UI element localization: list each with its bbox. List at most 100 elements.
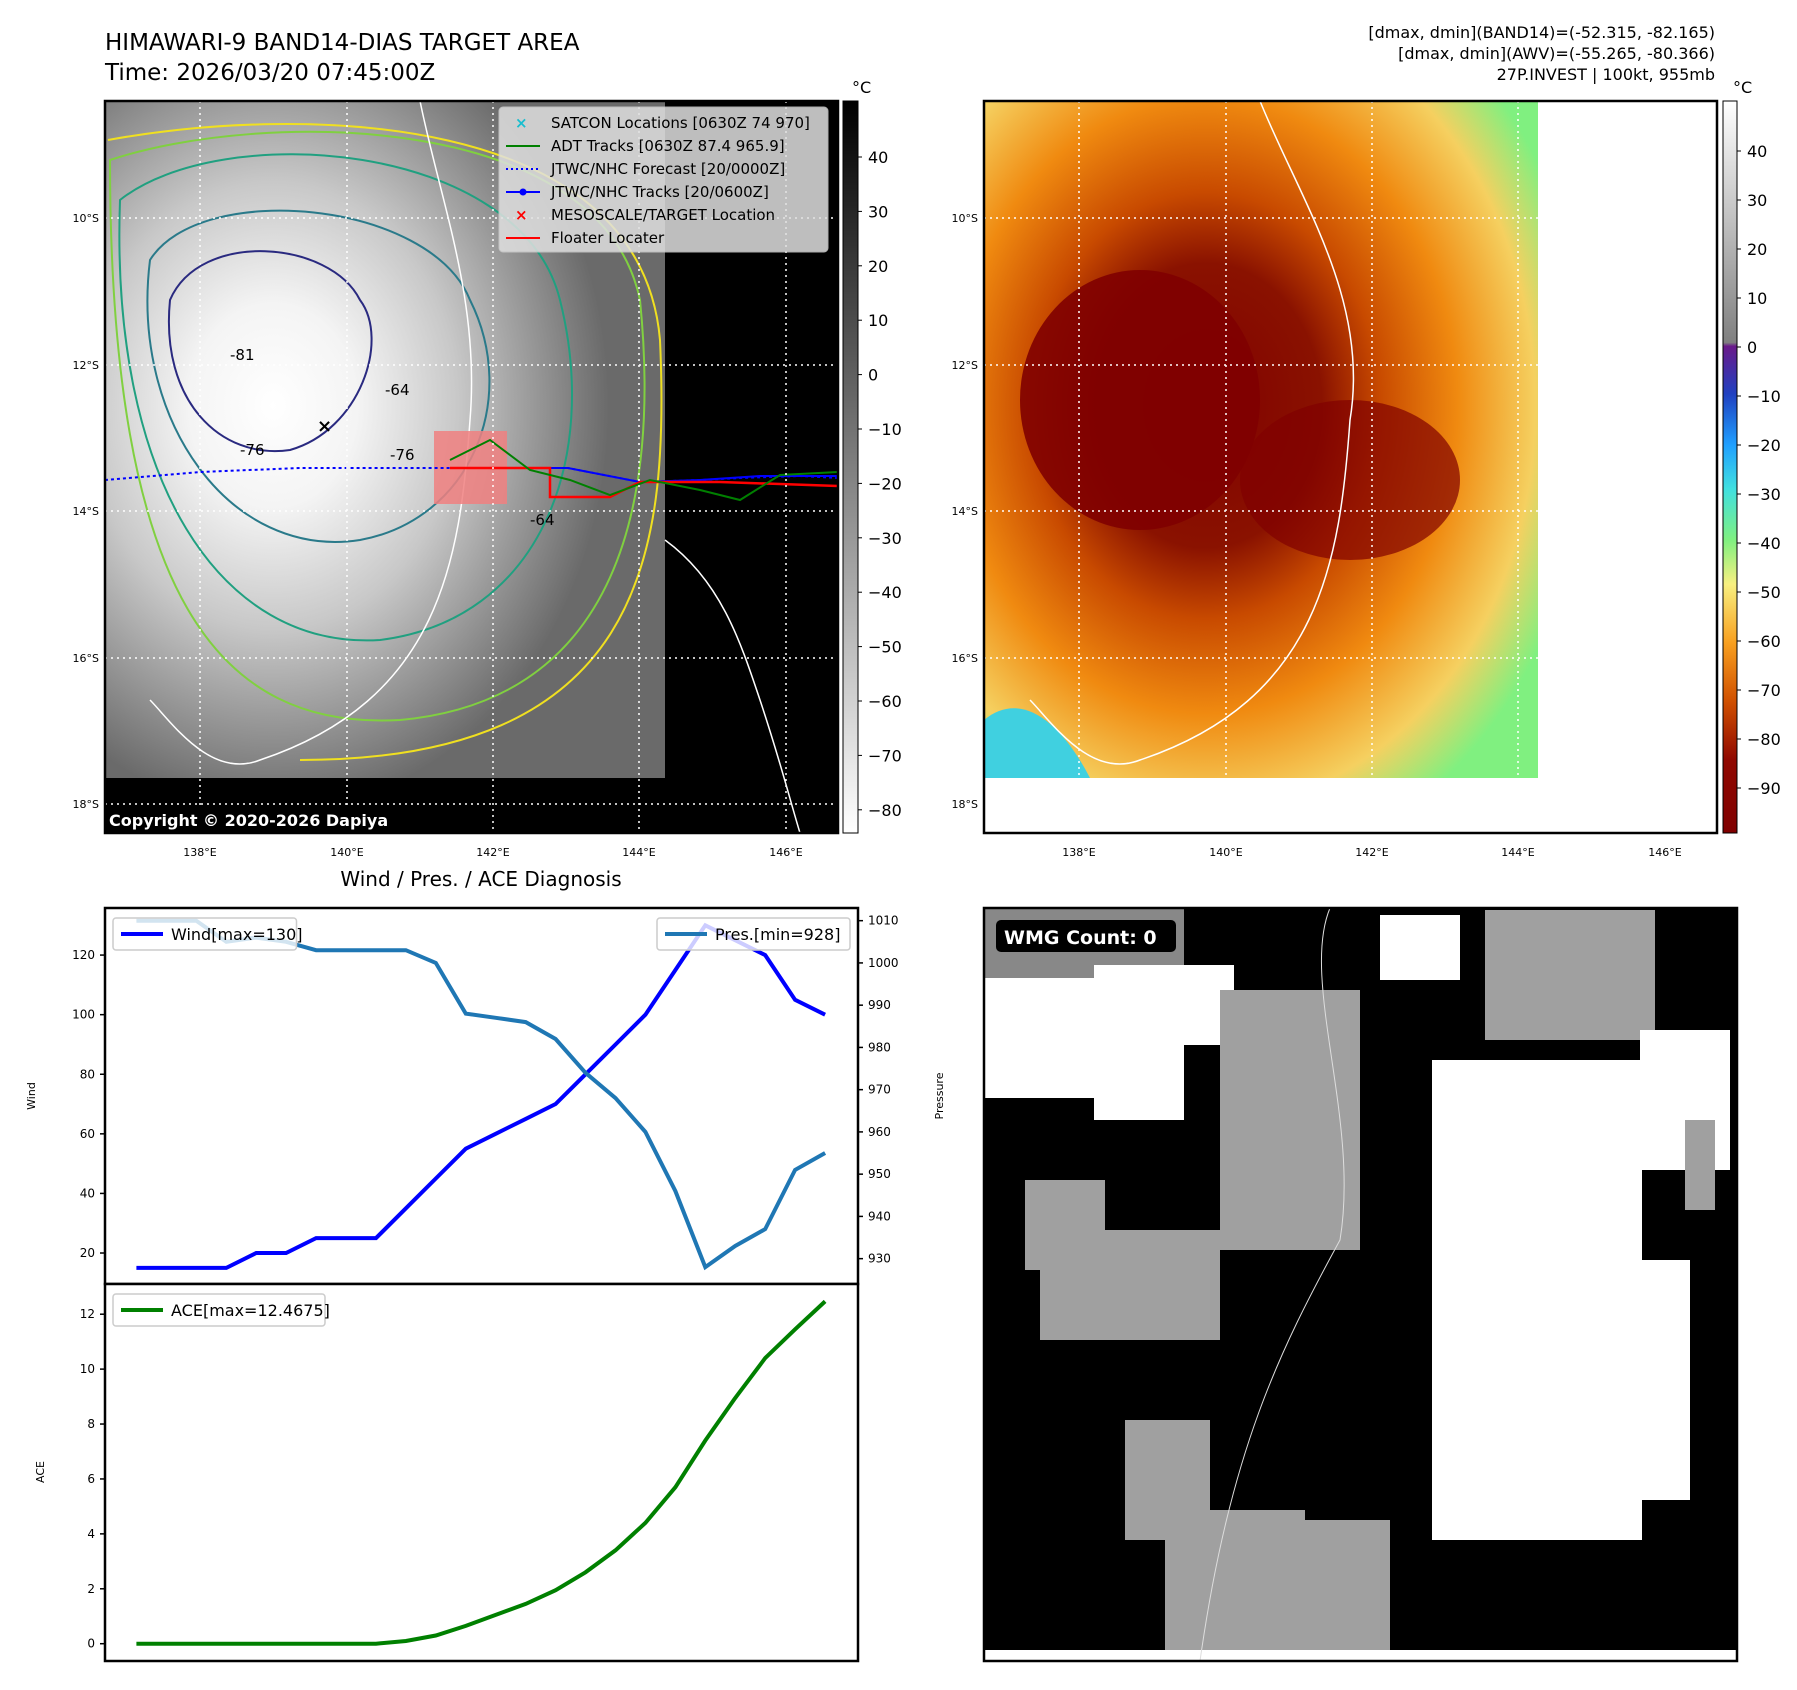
ace-axis-label: ACE: [34, 1461, 47, 1483]
wind-axis-label: Wind: [25, 1082, 38, 1110]
wmg-gray-region: [1220, 990, 1360, 1250]
lat-tick-label: 14°S: [952, 505, 978, 518]
colorbar-tick-label: −40: [868, 583, 902, 602]
colorbar-tick-label: 20: [1747, 240, 1767, 259]
colorbar-tick-label: −20: [1747, 436, 1781, 455]
y-right-tick-label: 930: [868, 1252, 891, 1266]
y-tick-label: 20: [80, 1246, 95, 1260]
colorbar-tick-label: −60: [868, 692, 902, 711]
wmg-count-label: WMG Count: 0: [1004, 927, 1157, 949]
y-tick-label: 40: [80, 1186, 95, 1200]
coastline: [1029, 101, 1355, 765]
lat-tick-label: 12°S: [73, 359, 99, 372]
chart-title: Wind / Pres. / ACE Diagnosis: [340, 867, 621, 891]
legend-dot-icon: [519, 188, 527, 196]
map-legend: × SATCON Locations [0630Z 74 970] ADT Trac…: [498, 106, 829, 253]
y-right-tick-label: 1010: [868, 914, 899, 928]
target-location-marker: ×: [317, 416, 332, 437]
contour-line: [167, 250, 373, 453]
map-gridlines: [984, 101, 1717, 833]
colorbar-tick-label: −10: [868, 420, 902, 439]
figure-time: Time: 2026/03/20 07:45:00Z: [104, 60, 435, 86]
stats-awv: [dmax, dmin](AWV)=(-55.265, -80.366): [1398, 44, 1715, 63]
lat-tick-label: 10°S: [73, 212, 99, 225]
y-tick-label: 12: [80, 1307, 95, 1321]
colorbar-tick-label: 30: [868, 202, 888, 221]
y-right-tick-label: 960: [868, 1125, 891, 1139]
warm-region: [984, 708, 1090, 778]
contour-label: -64: [530, 511, 555, 529]
y-right-tick-label: 950: [868, 1167, 891, 1181]
y-tick-label: 80: [80, 1067, 95, 1081]
y-right-tick-label: 980: [868, 1040, 891, 1054]
y-tick-label: 120: [72, 948, 95, 962]
colorbar-tick-label: 0: [1747, 338, 1757, 357]
ir-map-frame: [103, 99, 840, 835]
colorbar-tick-label: −60: [1747, 632, 1781, 651]
lon-tick-label: 144°E: [1501, 846, 1534, 859]
colorbar-tick-label: 30: [1747, 191, 1767, 210]
cold-cloud-region: [1240, 400, 1460, 560]
series-line-ace: [136, 1299, 827, 1646]
colorbar-tick-label: 0: [868, 366, 878, 385]
contour-line: [107, 123, 663, 761]
colorbar-tick-label: −70: [1747, 681, 1781, 700]
colorbar-tick-label: 20: [868, 257, 888, 276]
adt-track: [449, 438, 838, 502]
colorbar-tick-label: −70: [868, 746, 902, 765]
y-tick-label: 4: [87, 1527, 95, 1541]
colorbar-tick-label: 10: [868, 311, 888, 330]
lon-tick-label: 138°E: [183, 846, 216, 859]
contour-label: -76: [240, 441, 265, 459]
colorbar-tick-label: 40: [868, 148, 888, 167]
awv-map-panel: [984, 101, 1717, 833]
legend-label: MESOSCALE/TARGET Location: [551, 206, 775, 224]
lon-tick-label: 140°E: [1209, 846, 1242, 859]
y-tick-label: 8: [87, 1417, 95, 1431]
cold-cloud-region: [1020, 270, 1260, 530]
colorbar-band14: [842, 100, 859, 834]
pressure-axis-label: Pressure: [933, 1072, 946, 1119]
colorbar-tick-label: −50: [1747, 583, 1781, 602]
legend-label: Pres.[min=928]: [715, 925, 840, 944]
legend-marker-x-icon: ×: [515, 206, 528, 224]
lat-tick-label: 18°S: [73, 798, 99, 811]
lat-tick-label: 18°S: [952, 798, 978, 811]
storm-info: 27P.INVEST | 100kt, 955mb: [1497, 65, 1715, 84]
contour-label: -76: [390, 446, 415, 464]
colorbar-tick-label: −10: [1747, 387, 1781, 406]
lon-tick-label: 142°E: [1355, 846, 1388, 859]
wmg-gray-region: [1485, 910, 1655, 1040]
copyright-bg: [105, 808, 425, 833]
contour-label: -81: [230, 346, 255, 364]
lon-tick-label: 146°E: [1648, 846, 1681, 859]
copyright-text: Copyright © 2020-2026 Dapiya: [109, 811, 388, 830]
legend-label: Floater Locater: [551, 229, 665, 247]
colorbar-unit: °C: [852, 78, 871, 97]
contour-line: [118, 153, 573, 642]
y-right-tick-label: 970: [868, 1083, 891, 1097]
colorbar-awv: [1722, 100, 1738, 834]
colorbar-unit: °C: [1733, 78, 1752, 97]
y-right-tick-label: 990: [868, 998, 891, 1012]
y-tick-label: 2: [87, 1582, 95, 1596]
coastline: [664, 539, 801, 833]
lon-tick-label: 146°E: [769, 846, 802, 859]
legend-box: [112, 1293, 326, 1327]
y-tick-label: 100: [72, 1008, 95, 1022]
legend-label: Wind[max=130]: [171, 925, 303, 944]
ace-axes: [103, 1282, 860, 1663]
legend-label: ACE[max=12.4675]: [171, 1301, 330, 1320]
legend-label: SATCON Locations [0630Z 74 970]: [551, 114, 810, 132]
wind-pressure-axes: [103, 906, 860, 1286]
lat-tick-label: 14°S: [73, 505, 99, 518]
lat-tick-label: 16°S: [952, 652, 978, 665]
y-tick-label: 0: [87, 1637, 95, 1651]
figure-title: HIMAWARI-9 BAND14-DIAS TARGET AREA: [105, 30, 580, 56]
colorbar-tick-label: −90: [1747, 779, 1781, 798]
legend-label: JTWC/NHC Tracks [20/0600Z]: [550, 183, 769, 201]
lat-tick-label: 12°S: [952, 359, 978, 372]
lon-tick-label: 142°E: [476, 846, 509, 859]
colorbar-tick-label: −40: [1747, 534, 1781, 553]
